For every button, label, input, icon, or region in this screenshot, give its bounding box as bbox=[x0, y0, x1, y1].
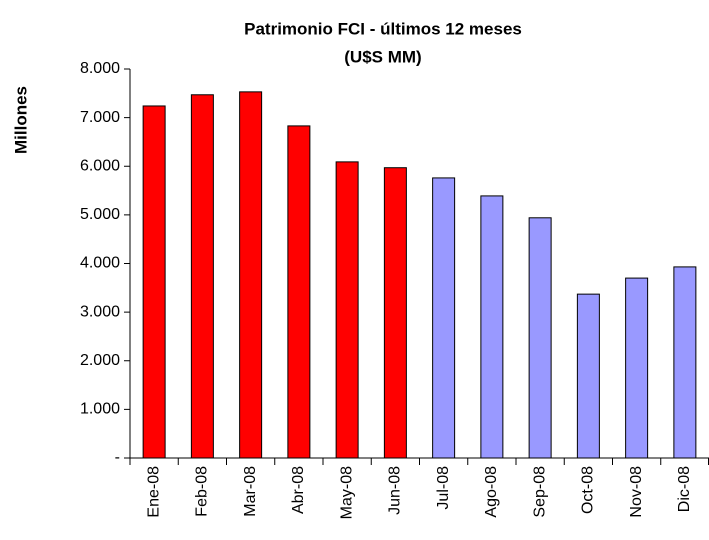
x-tick-label: Sep-08 bbox=[531, 466, 548, 518]
y-tick-label: 3.000 bbox=[80, 303, 120, 320]
bar bbox=[625, 277, 649, 459]
bar bbox=[432, 177, 456, 459]
y-tick-label: 1.000 bbox=[80, 401, 120, 418]
bar bbox=[480, 195, 504, 459]
x-tick-label: May-08 bbox=[338, 466, 355, 519]
x-tick-label: Jul-08 bbox=[435, 466, 452, 510]
bar bbox=[576, 293, 600, 459]
x-tick-label: Ene-08 bbox=[145, 466, 162, 518]
chart-title: Patrimonio FCI - últimos 12 meses bbox=[244, 19, 522, 38]
bar bbox=[383, 167, 407, 459]
bar bbox=[673, 266, 697, 459]
x-tick-label: Jun-08 bbox=[387, 466, 404, 515]
y-tick-label: 8.000 bbox=[80, 60, 120, 77]
x-tick-label: Oct-08 bbox=[580, 466, 597, 514]
x-tick-label: Feb-08 bbox=[194, 466, 211, 517]
y-tick-label: 2.000 bbox=[80, 352, 120, 369]
y-tick-label: - bbox=[115, 449, 120, 466]
x-tick-label: Abr-08 bbox=[290, 466, 307, 514]
bar bbox=[335, 161, 359, 459]
bar bbox=[142, 105, 166, 459]
bar bbox=[287, 125, 311, 459]
y-axis-label: Millones bbox=[11, 86, 30, 154]
y-tick-label: 4.000 bbox=[80, 255, 120, 272]
y-tick-label: 6.000 bbox=[80, 157, 120, 174]
x-tick-label: Dic-08 bbox=[676, 466, 693, 512]
y-tick-label: 7.000 bbox=[80, 109, 120, 126]
y-tick-label: 5.000 bbox=[80, 206, 120, 223]
x-tick-label: Nov-08 bbox=[628, 466, 645, 518]
bar bbox=[528, 217, 552, 459]
bar bbox=[239, 91, 263, 459]
x-tick-label: Mar-08 bbox=[242, 466, 259, 517]
bar bbox=[190, 94, 214, 459]
chart-subtitle: (U$S MM) bbox=[344, 47, 421, 66]
x-tick-label: Ago-08 bbox=[483, 466, 500, 518]
